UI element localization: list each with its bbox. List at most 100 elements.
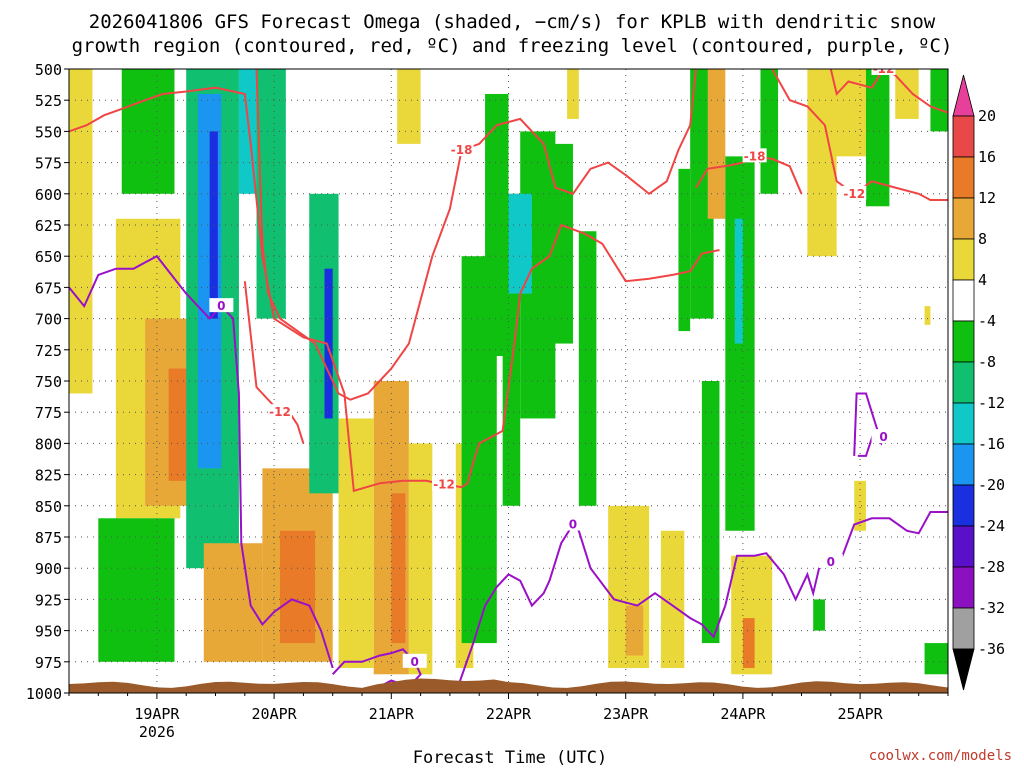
freezing-level-contour-label-bg-0 [209, 298, 234, 313]
y-tick-label-950: 950 [35, 623, 62, 641]
colorbar-label-11: 12 [978, 189, 996, 207]
omega-region-11 [203, 543, 263, 662]
freezing-level-contour-label-bg-1 [402, 653, 427, 668]
x-tick-sublabel-0: 2026 [139, 723, 175, 741]
snow-growth-contour-label-bg-5 [871, 69, 896, 75]
x-tick-label-3: 22APR [486, 705, 532, 723]
y-tick-label-625: 625 [35, 217, 62, 235]
colorbar-label-6: -12 [978, 394, 1005, 412]
y-tick-label-575: 575 [35, 155, 62, 173]
colorbar-band-4 [952, 484, 975, 527]
snow-growth-contour-label-5: -12 [873, 62, 895, 76]
colorbar-band-10 [952, 238, 975, 281]
colorbar-label-0: -36 [978, 640, 1005, 658]
omega-region-15 [324, 268, 333, 419]
omega-region-19 [408, 443, 433, 675]
y-tick-label-775: 775 [35, 404, 62, 422]
y-tick-label-875: 875 [35, 529, 62, 547]
omega-region-33 [678, 168, 691, 332]
x-tick-label-0: 19APR [134, 705, 180, 723]
y-tick-label-925: 925 [35, 591, 62, 609]
omega-region-29 [567, 69, 579, 119]
colorbar-label-3: -24 [978, 517, 1005, 535]
omega-region-49 [813, 599, 825, 631]
snow-growth-contour-label-0: -12 [433, 478, 455, 492]
omega-region-48 [924, 643, 948, 675]
contours: -12 -12 -18 -18 -12 -12 0 0 0 0 0 [69, 62, 948, 693]
y-tick-label-525: 525 [35, 92, 62, 110]
y-tick-label-850: 850 [35, 498, 62, 516]
colorbar-label-4: -20 [978, 476, 1005, 494]
colorbar-band-2 [952, 566, 975, 609]
omega-region-25 [543, 143, 573, 344]
colorbar-label-5: -16 [978, 435, 1005, 453]
colorbar-label-2: -28 [978, 558, 1005, 576]
omega-region-0 [69, 69, 93, 394]
colorbar-label-1: -32 [978, 599, 1005, 617]
snow-growth-contour-label-3: -18 [744, 149, 766, 163]
colorbar-band-1 [952, 607, 975, 650]
snow-growth-contour-label-1: -12 [269, 405, 291, 419]
colorbar-top-arrow [952, 74, 975, 117]
colorbar-label-10: 8 [978, 230, 987, 248]
ground-terrain [69, 678, 948, 693]
omega-region-3 [168, 368, 190, 481]
snow-growth-contour-label-bg-0 [432, 476, 457, 491]
omega-region-4 [98, 518, 175, 662]
omega-region-47 [924, 306, 931, 325]
y-tick-label-550: 550 [35, 123, 62, 141]
freezing-level-contour-0 [69, 254, 334, 669]
credit-link[interactable]: coolwx.com/models [869, 748, 1012, 764]
colorbar-bottom-arrow [952, 648, 975, 691]
snow-growth-contour-5 [829, 69, 948, 114]
y-tick-label-825: 825 [35, 467, 62, 485]
x-tick-label-2: 21APR [369, 705, 415, 723]
omega-region-28 [397, 69, 421, 144]
freezing-level-contour-label-0: 0 [217, 299, 225, 313]
y-tick-label-900: 900 [35, 560, 62, 578]
omega-region-26 [508, 193, 532, 294]
omega-region-44 [865, 69, 890, 207]
omega-region-27 [578, 231, 597, 506]
colorbar-band-11 [952, 197, 975, 240]
snow-growth-contour-label-bg-4 [842, 185, 867, 200]
colorbar-label-13: 20 [978, 107, 996, 125]
omega-region-31 [625, 605, 644, 656]
y-tick-label-750: 750 [35, 373, 62, 391]
y-tick-label-600: 600 [35, 186, 62, 204]
y-tick-label-675: 675 [35, 279, 62, 297]
colorbar-band-12 [952, 156, 975, 199]
colorbar-band-8 [952, 320, 975, 363]
freezing-level-contour-label-1: 0 [411, 655, 419, 669]
y-tick-label-800: 800 [35, 435, 62, 453]
freezing-level-contour-label-2: 0 [569, 518, 577, 532]
omega-region-35 [707, 69, 726, 219]
y-tick-label-975: 975 [35, 654, 62, 672]
colorbar-band-9 [952, 279, 975, 322]
snow-growth-contour-label-2: -18 [451, 143, 473, 157]
y-tick-label-725: 725 [35, 342, 62, 360]
plot-area: -12 -12 -18 -18 -12 -12 0 0 0 0 0 [68, 62, 949, 694]
x-tick-label-1: 20APR [252, 705, 298, 723]
omega-region-43 [830, 69, 872, 157]
colorbar-band-7 [952, 361, 975, 404]
gridlines [69, 69, 948, 693]
omega-region-38 [734, 218, 743, 344]
colorbar-label-8: -4 [978, 312, 996, 330]
snow-growth-contour-label-bg-1 [267, 404, 292, 419]
omega-region-13 [279, 530, 316, 644]
colorbar: -36 -32 -28 -24 -20 -16 -12 -8 -4 4 8 12 16 20 [952, 74, 1005, 691]
chart-title-line-2: growth region (contoured, red, ºC) and f… [72, 35, 953, 57]
omega-region-50 [854, 480, 866, 531]
colorbar-label-7: -8 [978, 353, 996, 371]
omega-region-32 [660, 530, 685, 669]
colorbar-label-12: 16 [978, 148, 996, 166]
chart-title-line-1: 2026041806 GFS Forecast Omega (shaded, −… [89, 11, 936, 33]
colorbar-band-13 [952, 115, 975, 158]
snow-growth-contour-label-4: -12 [843, 187, 865, 201]
snow-growth-contour-label-bg-2 [449, 142, 474, 157]
omega-region-41 [760, 69, 779, 194]
y-tick-label-500: 500 [35, 61, 62, 79]
